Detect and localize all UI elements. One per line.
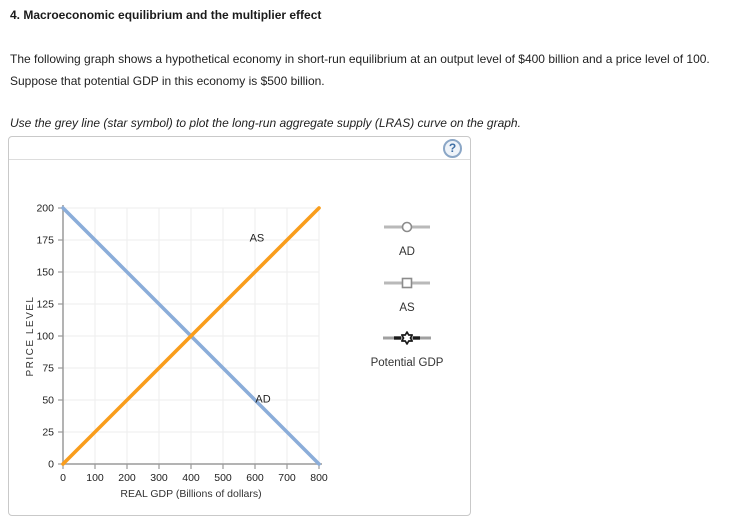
x-tick-label: 300 (150, 472, 168, 484)
exercise-header: 4. Macroeconomic equilibrium and the mul… (10, 8, 732, 130)
page-title: 4. Macroeconomic equilibrium and the mul… (10, 8, 322, 22)
y-tick-label: 50 (42, 395, 54, 407)
y-axis-title: PRICE LEVEL (25, 296, 36, 377)
y-tick-label: 25 (42, 427, 54, 439)
as-legend-label: AS (399, 302, 415, 314)
curve-legend: AD AS Potential GDP (347, 219, 467, 379)
x-tick-label: 200 (118, 472, 136, 484)
question-mark-icon: ? (448, 141, 457, 155)
y-tick-label: 200 (36, 203, 54, 215)
x-tick-label: 700 (278, 472, 296, 484)
graph-canvas[interactable]: 0 25 50 75 100 125 150 175 200 0 100 200 300 400 500 60… (9, 161, 471, 506)
y-tick-label: 125 (36, 299, 54, 311)
as-curve (61, 206, 321, 466)
x-tick-label: 0 (60, 472, 66, 484)
potential-gdp-legend-label: Potential GDP (370, 357, 444, 369)
ad-legend-line[interactable] (384, 221, 430, 233)
as-legend-line[interactable] (384, 277, 430, 289)
x-tick-label: 800 (310, 472, 328, 484)
y-tick-label: 0 (48, 459, 54, 471)
circle-marker-icon (401, 221, 413, 233)
ad-curve-label: AD (255, 394, 270, 406)
star-marker-icon (400, 331, 414, 345)
y-tick-label: 100 (36, 331, 54, 343)
y-tick-label: 175 (36, 235, 54, 247)
x-axis-title: REAL GDP (Billions of dollars) (120, 488, 261, 500)
as-curve-label: AS (250, 232, 265, 244)
graph-area: 0 25 50 75 100 125 150 175 200 0 100 200 300 400 500 60… (9, 161, 471, 506)
exercise-instruction: Use the grey line (star symbol) to plot … (10, 116, 521, 130)
help-button[interactable]: ? (443, 139, 462, 158)
ad-legend-label: AD (399, 246, 415, 258)
potential-gdp-line-tool[interactable] (383, 331, 431, 345)
graph-panel: ? 0 25 50 75 100 125 150 175 200 0 100 200 300 400 500… (8, 136, 471, 516)
x-tick-label: 100 (86, 472, 104, 484)
exercise-description: The following graph shows a hypothetical… (10, 52, 710, 88)
y-tick-label: 150 (36, 267, 54, 279)
x-tick-label: 500 (214, 472, 232, 484)
panel-header: ? (9, 137, 470, 160)
x-tick-label: 400 (182, 472, 200, 484)
y-tick-label: 75 (42, 363, 54, 375)
x-tick-label: 600 (246, 472, 264, 484)
square-marker-icon (401, 277, 413, 289)
